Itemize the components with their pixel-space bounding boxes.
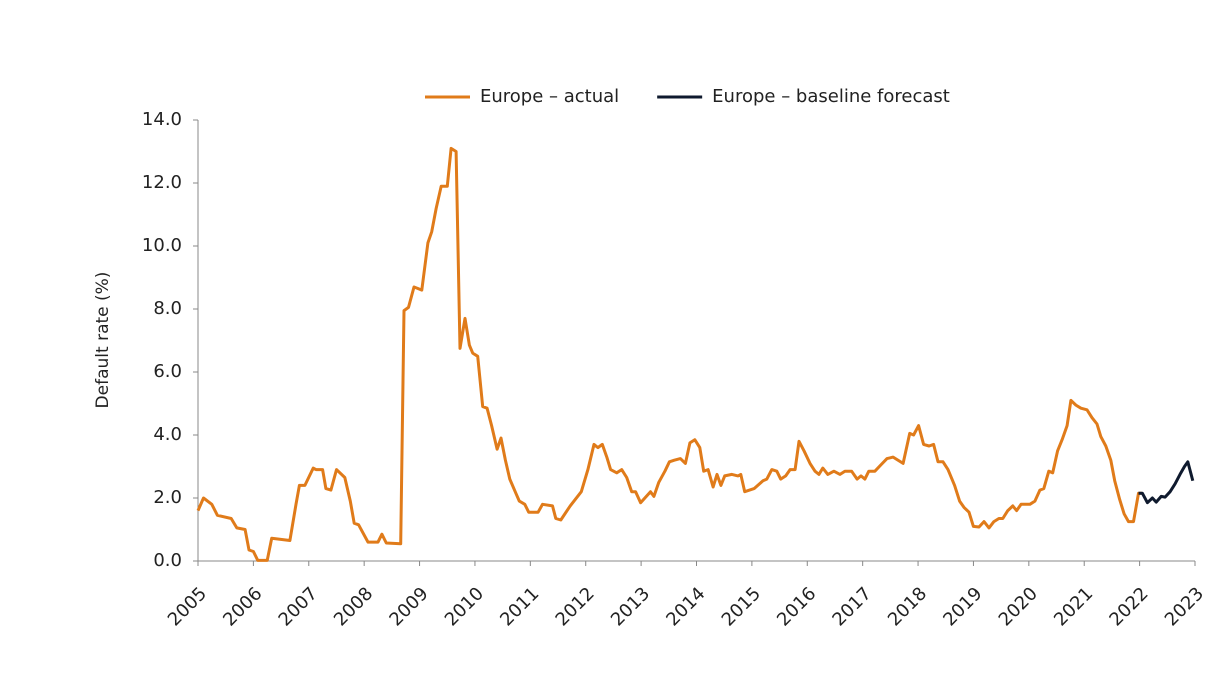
line-series (196, 146, 1142, 562)
y-tick-label: 12.0 (142, 172, 182, 193)
y-tick-label: 14.0 (142, 109, 182, 130)
x-tick-label: 2011 (496, 583, 543, 630)
x-tick-label: 2008 (330, 583, 377, 630)
x-tick-label: 2015 (718, 583, 765, 630)
x-tick-label: 2019 (939, 583, 986, 630)
x-tick-label: 2022 (1105, 583, 1152, 630)
x-tick-label: 2013 (607, 583, 654, 630)
y-tick-label: 10.0 (142, 235, 182, 256)
y-axis-label: Default rate (%) (93, 272, 113, 409)
x-tick-label: 2010 (441, 583, 488, 630)
x-tick-label: 2005 (164, 583, 211, 630)
x-tick-label: 2020 (995, 583, 1042, 630)
y-tick-label: 8.0 (153, 298, 182, 319)
y-tick-label: 2.0 (153, 487, 182, 508)
legend-label: Europe – actual (480, 86, 619, 107)
x-tick-label: 2014 (662, 583, 709, 630)
y-tick-label: 4.0 (153, 424, 182, 445)
x-tick-label: 2012 (552, 583, 599, 630)
x-tick-label: 2009 (385, 583, 432, 630)
legend-label: Europe – baseline forecast (712, 86, 950, 107)
x-tick-label: 2007 (275, 583, 322, 630)
x-tick-label: 2016 (773, 583, 820, 630)
line-series (1138, 460, 1195, 505)
x-tick-label: 2017 (828, 583, 875, 630)
x-tick-label: 2023 (1161, 583, 1208, 630)
x-tick-label: 2018 (884, 583, 931, 630)
x-tick-label: 2006 (219, 583, 266, 630)
y-tick-label: 0.0 (153, 550, 182, 571)
y-tick-label: 6.0 (153, 361, 182, 382)
x-tick-label: 2021 (1050, 583, 1097, 630)
